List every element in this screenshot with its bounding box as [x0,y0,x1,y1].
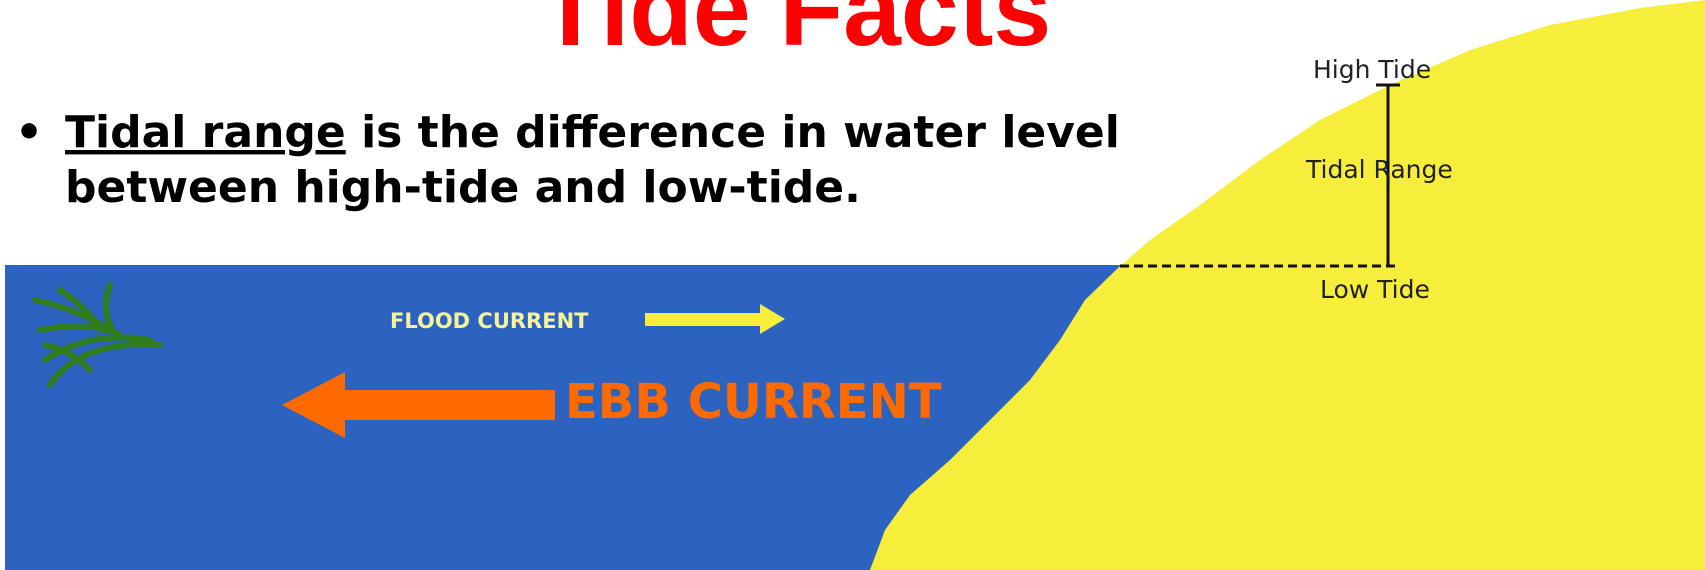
bullet-text: is the difference in water level [361,107,1120,158]
bullet-dot: • [15,107,43,158]
ebb-current-label: EBB CURRENT [565,374,942,430]
high-tide-label: High Tide [1313,55,1431,84]
slide: Tide Facts • Tidal range is the differen… [0,0,1705,570]
bullet-text: between high-tide and low-tide. [65,162,861,213]
slide-title: Tide Facts [539,0,1051,68]
tide-diagram: High Tide Tidal Range Low Tide FLOOD CUR… [5,0,1705,570]
bullet-term: Tidal range [65,107,346,158]
tidal-range-label: Tidal Range [1305,155,1453,184]
low-tide-label: Low Tide [1320,275,1430,304]
flood-current-label: FLOOD CURRENT [390,309,589,333]
bullet-line: Tidal range is the difference in water l… [65,107,1120,158]
